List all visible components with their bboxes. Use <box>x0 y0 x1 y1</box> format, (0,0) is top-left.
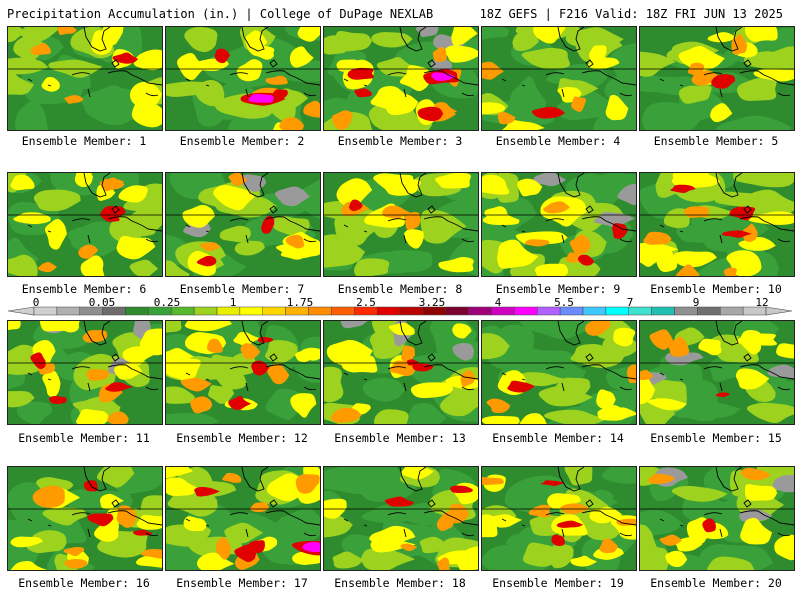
member-caption-7: Ensemble Member: 7 <box>179 282 305 296</box>
colorbar-tick-label: 0.05 <box>88 296 116 309</box>
colorbar-tick-label: 1 <box>229 296 237 309</box>
member-caption-11: Ensemble Member: 11 <box>18 431 150 445</box>
colorbar-tick-label: 3.25 <box>418 296 446 309</box>
member-caption-1: Ensemble Member: 1 <box>21 134 147 148</box>
member-map-3 <box>323 26 479 131</box>
member-caption-10: Ensemble Member: 10 <box>650 282 782 296</box>
colorbar-tick-label: 1.75 <box>286 296 314 309</box>
member-map-20 <box>639 466 795 571</box>
colorbar-tick-label: 9 <box>692 296 700 309</box>
member-caption-14: Ensemble Member: 14 <box>492 431 624 445</box>
colorbar-min-arrow <box>7 306 35 316</box>
colorbar-tick-label: 5.5 <box>554 296 574 309</box>
member-map-14 <box>481 320 637 425</box>
member-map-12 <box>165 320 321 425</box>
member-map-7 <box>165 172 321 277</box>
member-map-2 <box>165 26 321 131</box>
colorbar-tick-label: 12 <box>755 296 769 309</box>
member-caption-9: Ensemble Member: 9 <box>495 282 621 296</box>
colorbar-cell <box>262 306 286 316</box>
colorbar-tick-label: 4 <box>494 296 502 309</box>
colorbar-cell <box>605 306 629 316</box>
run-info: 18Z GEFS | F216 Valid: 18Z FRI JUN 13 20… <box>479 7 783 21</box>
colorbar-tick-label: 0 <box>32 296 40 309</box>
member-map-18 <box>323 466 479 571</box>
colorbar-cell <box>216 306 241 316</box>
member-caption-19: Ensemble Member: 19 <box>492 576 624 590</box>
colorbar-cell <box>125 306 149 316</box>
member-caption-6: Ensemble Member: 6 <box>21 282 147 296</box>
colorbar-cell <box>239 306 263 316</box>
member-caption-15: Ensemble Member: 15 <box>650 431 782 445</box>
member-caption-12: Ensemble Member: 12 <box>176 431 308 445</box>
colorbar-cell <box>582 306 607 316</box>
member-map-13 <box>323 320 479 425</box>
member-map-17 <box>165 466 321 571</box>
member-map-6 <box>7 172 163 277</box>
member-map-19 <box>481 466 637 571</box>
member-caption-20: Ensemble Member: 20 <box>650 576 782 590</box>
member-caption-8: Ensemble Member: 8 <box>337 282 463 296</box>
colorbar-cell <box>651 306 675 316</box>
colorbar-cell <box>514 306 538 316</box>
colorbar-max-arrow <box>765 306 793 316</box>
member-caption-16: Ensemble Member: 16 <box>18 576 150 590</box>
member-map-4 <box>481 26 637 131</box>
member-caption-4: Ensemble Member: 4 <box>495 134 621 148</box>
member-map-5 <box>639 26 795 131</box>
colorbar-cell <box>56 306 80 316</box>
member-map-11 <box>7 320 163 425</box>
member-map-16 <box>7 466 163 571</box>
member-caption-13: Ensemble Member: 13 <box>334 431 466 445</box>
member-caption-18: Ensemble Member: 18 <box>334 576 466 590</box>
member-caption-2: Ensemble Member: 2 <box>179 134 305 148</box>
colorbar-cell <box>697 306 721 316</box>
member-caption-17: Ensemble Member: 17 <box>176 576 308 590</box>
member-map-15 <box>639 320 795 425</box>
chart-title: Precipitation Accumulation (in.) | Colle… <box>7 7 434 21</box>
colorbar-tick-label: 7 <box>626 296 634 309</box>
colorbar-tick-label: 2.5 <box>356 296 376 309</box>
member-map-1 <box>7 26 163 131</box>
member-map-8 <box>323 172 479 277</box>
member-map-9 <box>481 172 637 277</box>
colorbar-cell <box>468 306 492 316</box>
member-caption-5: Ensemble Member: 5 <box>653 134 779 148</box>
member-map-10 <box>639 172 795 277</box>
colorbar-cell <box>720 306 744 316</box>
member-caption-3: Ensemble Member: 3 <box>337 134 463 148</box>
colorbar-tick-label: 0.25 <box>153 296 181 309</box>
colorbar-cell <box>445 306 469 316</box>
colorbar-cell <box>376 306 401 316</box>
precipitation-colorbar <box>7 306 793 316</box>
colorbar-cell <box>331 306 355 316</box>
colorbar-cell <box>193 306 218 316</box>
